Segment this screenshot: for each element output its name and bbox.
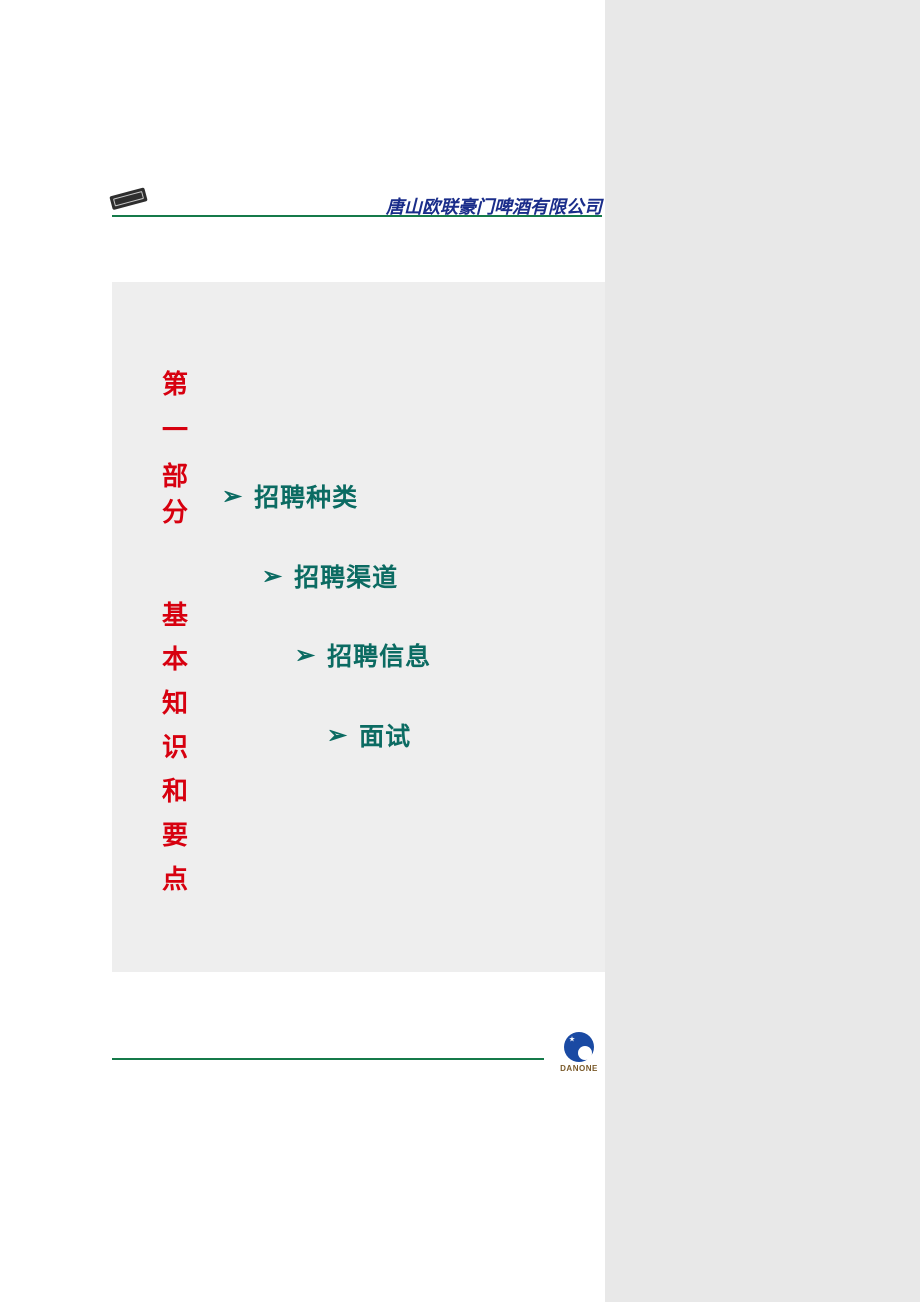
bullet-item: ➢ 招聘种类 <box>222 478 358 514</box>
section-char: 分 <box>162 492 188 534</box>
danone-logo-icon: DANONE <box>555 1032 603 1073</box>
footer-brand-text: DANONE <box>555 1064 603 1073</box>
bullet-item: ➢ 招聘渠道 <box>262 558 398 594</box>
section-char: 识 <box>162 726 188 770</box>
section-char: 一 <box>162 410 188 452</box>
header-rule <box>112 215 602 217</box>
footer-rule <box>112 1058 544 1060</box>
section-char: 基 <box>162 594 188 638</box>
section-char: 第 <box>162 364 188 406</box>
arrow-icon: ➢ <box>327 721 347 750</box>
section-char: 要 <box>162 814 188 858</box>
globe-icon <box>564 1032 594 1062</box>
bullet-text: 面试 <box>359 717 411 753</box>
content-block: 第 一 部 分 基 本 知 识 和 要 点 ➢ 招聘种类 ➢ 招聘渠道 <box>112 282 605 972</box>
arrow-icon: ➢ <box>295 641 315 670</box>
bullet-item: ➢ 面试 <box>327 717 411 753</box>
section-label-bottom: 基 本 知 识 和 要 点 <box>162 594 188 902</box>
section-char: 点 <box>162 858 188 902</box>
section-char: 本 <box>162 638 188 682</box>
paper-area: 唐山欧联豪门啤酒有限公司 第 一 部 分 基 本 知 识 和 要 点 ➢ <box>0 0 605 1302</box>
section-char: 和 <box>162 770 188 814</box>
arrow-icon: ➢ <box>222 482 242 511</box>
bullet-text: 招聘种类 <box>254 478 358 514</box>
section-label-top: 第 一 部 分 <box>162 364 188 534</box>
bullet-item: ➢ 招聘信息 <box>295 637 431 673</box>
bullet-text: 招聘信息 <box>327 637 431 673</box>
bullet-text: 招聘渠道 <box>294 558 398 594</box>
section-char: 知 <box>162 682 188 726</box>
arrow-icon: ➢ <box>262 562 282 591</box>
page-header: 唐山欧联豪门啤酒有限公司 <box>112 195 602 223</box>
page: 唐山欧联豪门啤酒有限公司 第 一 部 分 基 本 知 识 和 要 点 ➢ <box>0 0 920 1302</box>
